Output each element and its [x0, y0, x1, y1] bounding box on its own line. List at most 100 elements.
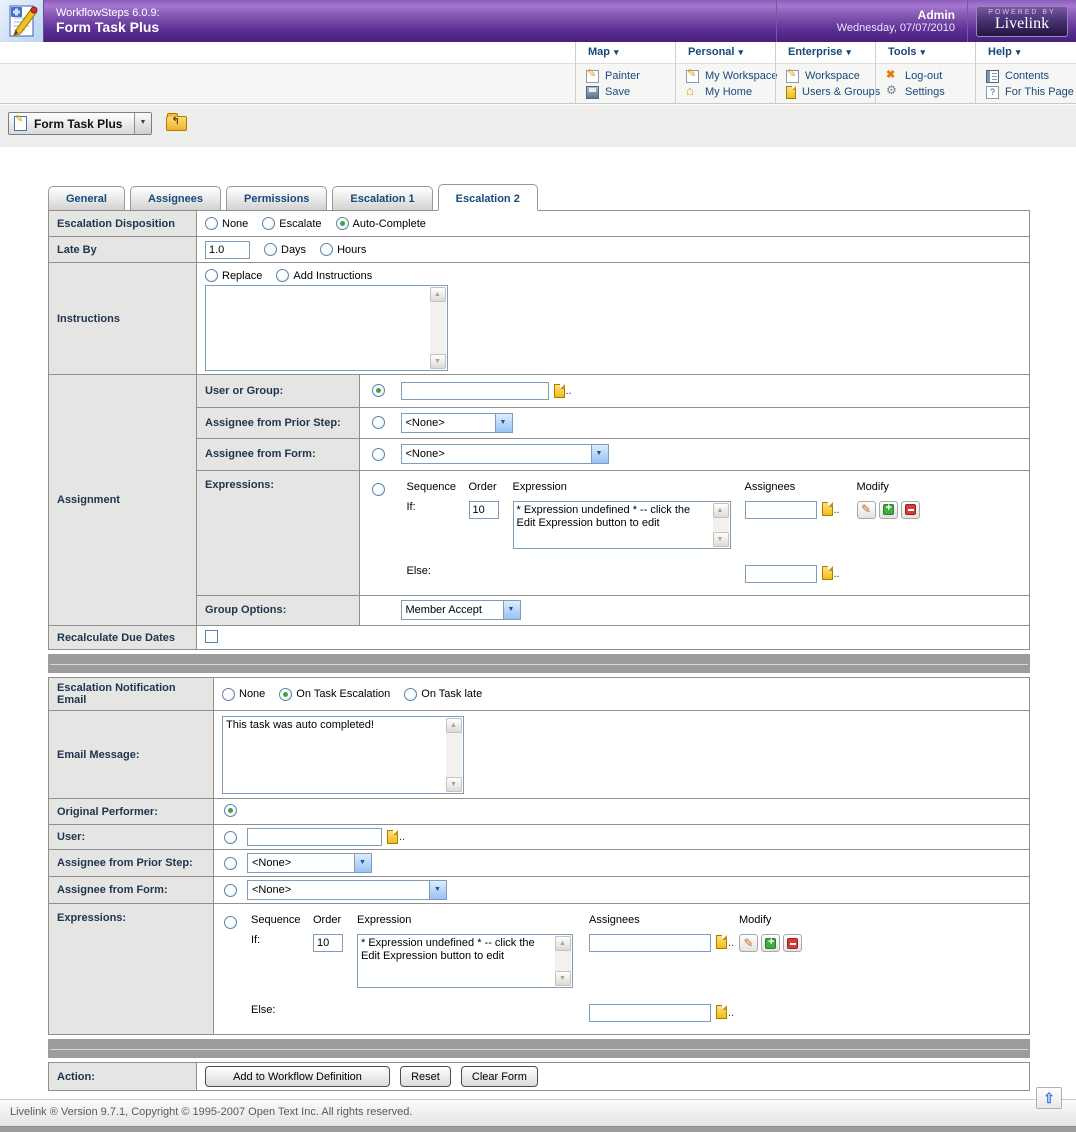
- menu-tools[interactable]: Tools: [876, 42, 975, 64]
- menu-item-users-groups[interactable]: Users & Groups: [786, 84, 880, 100]
- browse-assignees-icon[interactable]: [716, 935, 727, 949]
- disposition-option-none[interactable]: None: [205, 217, 248, 230]
- browse-users-icon[interactable]: [387, 830, 398, 844]
- radio-assignee-prior-step[interactable]: [371, 416, 385, 429]
- scroll-to-top-button[interactable]: [1036, 1087, 1062, 1109]
- tab-escalation-2[interactable]: Escalation 2: [437, 184, 538, 211]
- remove-expression-button-2[interactable]: [783, 934, 802, 952]
- add-expression-button-2[interactable]: [761, 934, 780, 952]
- select-arrow-icon[interactable]: [502, 601, 520, 620]
- radio-none[interactable]: [205, 217, 218, 230]
- instructions-textarea[interactable]: [205, 285, 448, 371]
- radio-user[interactable]: [224, 830, 237, 844]
- scroll-up-icon[interactable]: [555, 936, 571, 951]
- select-arrow-icon[interactable]: [429, 881, 446, 899]
- menu-item-logout[interactable]: Log-out: [886, 68, 975, 84]
- expression-textarea[interactable]: * Expression undefined * -- click the Ed…: [512, 500, 731, 549]
- menu-item-save[interactable]: Save: [586, 84, 675, 100]
- instructions-option-replace[interactable]: Replace: [205, 269, 262, 282]
- menu-enterprise[interactable]: Enterprise: [776, 42, 875, 64]
- assignee-prior-step-select-2[interactable]: <None>: [247, 853, 372, 873]
- select-arrow-icon[interactable]: [494, 413, 512, 432]
- menu-item-painter[interactable]: Painter: [586, 67, 675, 84]
- expression-order-input-2[interactable]: [313, 934, 343, 952]
- radio-days[interactable]: [264, 243, 277, 256]
- radio-on-task-late[interactable]: [404, 687, 418, 701]
- late-by-option-hours[interactable]: Hours: [320, 243, 366, 256]
- user-or-group-input[interactable]: [400, 381, 549, 400]
- menu-item-contents[interactable]: Contents: [986, 68, 1076, 84]
- radio-auto-complete[interactable]: [335, 217, 349, 230]
- radio-expressions-2[interactable]: [224, 916, 237, 929]
- scrollbar[interactable]: [712, 502, 729, 547]
- menu-item-my-workspace[interactable]: My Workspace: [686, 67, 778, 84]
- folder-up-icon[interactable]: [165, 113, 187, 131]
- browse-assignees-icon[interactable]: [716, 1005, 727, 1019]
- notification-option-none[interactable]: None: [222, 687, 265, 701]
- scroll-up-icon[interactable]: [712, 502, 729, 518]
- instructions-option-add[interactable]: Add Instructions: [276, 269, 372, 282]
- menu-item-my-home[interactable]: My Home: [686, 83, 775, 100]
- scrollbar[interactable]: [555, 936, 571, 986]
- browse-assignees-icon[interactable]: [821, 565, 833, 580]
- scrollbar[interactable]: [430, 287, 446, 369]
- tab-escalation-1[interactable]: Escalation 1: [332, 186, 433, 210]
- email-message-textarea[interactable]: This task was auto completed!: [222, 716, 464, 794]
- chevron-down-icon[interactable]: [134, 113, 152, 134]
- assignee-from-form-select-2[interactable]: <None>: [247, 880, 447, 900]
- function-menu-button[interactable]: Form Task Plus: [8, 112, 153, 135]
- group-options-select[interactable]: Member Accept: [400, 600, 521, 621]
- else-assignees-input-2[interactable]: [589, 1004, 711, 1022]
- scroll-down-icon[interactable]: [712, 531, 729, 547]
- tab-general[interactable]: General: [48, 186, 125, 210]
- browse-assignees-icon[interactable]: [821, 501, 833, 516]
- radio-on-task-escalation[interactable]: [279, 687, 293, 701]
- disposition-option-auto-complete[interactable]: Auto-Complete: [335, 217, 426, 230]
- notification-option-on-task-escalation[interactable]: On Task Escalation: [279, 687, 390, 701]
- expression-order-input[interactable]: [468, 500, 499, 519]
- clear-form-button[interactable]: Clear Form: [460, 1066, 538, 1087]
- edit-expression-button[interactable]: [856, 500, 876, 519]
- radio-assignee-from-form-2[interactable]: [224, 883, 237, 897]
- radio-escalate[interactable]: [262, 217, 276, 230]
- scroll-down-icon[interactable]: [430, 354, 446, 369]
- radio-original-performer[interactable]: [224, 803, 237, 817]
- radio-notify-none[interactable]: [222, 687, 235, 701]
- disposition-option-escalate[interactable]: Escalate: [262, 217, 322, 230]
- radio-expressions[interactable]: [371, 482, 385, 496]
- else-assignees-input[interactable]: [744, 564, 817, 583]
- assignee-prior-step-select[interactable]: <None>: [400, 412, 513, 433]
- radio-add-instructions[interactable]: [276, 269, 290, 282]
- menu-map[interactable]: Map: [576, 42, 675, 64]
- add-to-workflow-definition-button[interactable]: Add to Workflow Definition: [205, 1066, 390, 1087]
- radio-user-or-group[interactable]: [371, 384, 385, 398]
- radio-assignee-prior-step-2[interactable]: [224, 856, 237, 870]
- radio-assignee-from-form[interactable]: [371, 447, 385, 461]
- reset-button[interactable]: Reset: [400, 1066, 451, 1087]
- scroll-down-icon[interactable]: [555, 971, 571, 986]
- if-assignees-input-2[interactable]: [589, 934, 711, 952]
- recalculate-due-dates-checkbox[interactable]: [205, 629, 218, 643]
- menu-item-settings[interactable]: Settings: [886, 83, 975, 100]
- late-by-input[interactable]: [205, 240, 250, 259]
- edit-expression-button-2[interactable]: [739, 934, 758, 952]
- expression-textarea-2[interactable]: * Expression undefined * -- click the Ed…: [357, 934, 573, 988]
- notification-option-on-task-late[interactable]: On Task late: [404, 687, 482, 701]
- assignee-from-form-select[interactable]: <None>: [400, 444, 609, 464]
- scroll-down-icon[interactable]: [446, 777, 462, 792]
- menu-personal[interactable]: Personal: [676, 42, 775, 64]
- menu-item-workspace[interactable]: Workspace: [786, 67, 875, 84]
- remove-expression-button[interactable]: [900, 500, 920, 519]
- browse-users-icon[interactable]: [553, 383, 565, 398]
- tab-permissions[interactable]: Permissions: [226, 186, 328, 210]
- tab-assignees[interactable]: Assignees: [129, 186, 221, 210]
- radio-replace[interactable]: [205, 269, 218, 282]
- scrollbar[interactable]: [446, 718, 462, 792]
- if-assignees-input[interactable]: [744, 500, 817, 519]
- menu-help[interactable]: Help: [976, 42, 1076, 64]
- menu-item-for-this-page[interactable]: For This Page: [986, 84, 1076, 100]
- user-input[interactable]: [247, 828, 382, 846]
- scroll-up-icon[interactable]: [446, 718, 462, 733]
- scroll-up-icon[interactable]: [430, 287, 446, 302]
- select-arrow-icon[interactable]: [590, 445, 608, 463]
